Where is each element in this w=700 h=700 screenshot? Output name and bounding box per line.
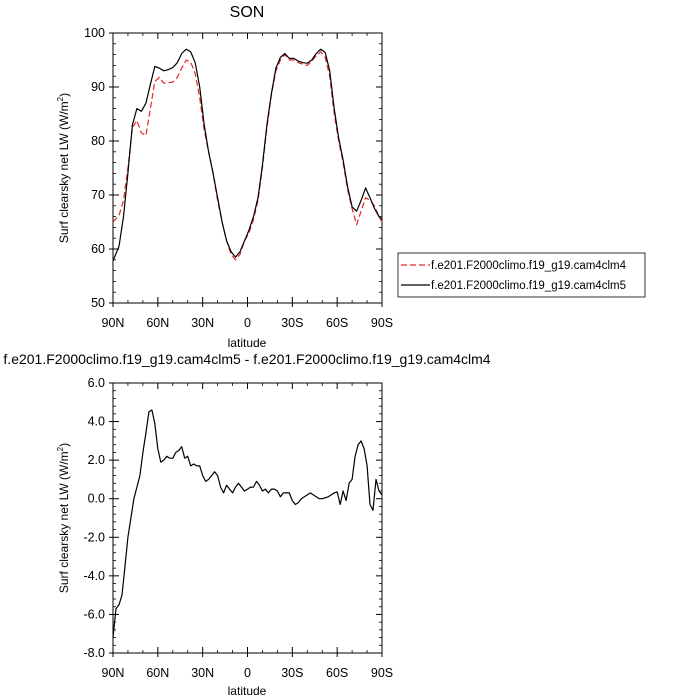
bottom-plot-frame xyxy=(112,382,383,654)
top-series-line-2 xyxy=(112,48,383,262)
top-y-tick-label: 80 xyxy=(91,134,105,148)
legend-label-series-2: f.e201.F2000climo.f19_g19.cam4clm5 xyxy=(431,280,626,292)
bottom-y-tick-label: 4.0 xyxy=(88,415,105,429)
top-y-tick-label: 90 xyxy=(91,80,105,94)
top-chart-title: SON xyxy=(230,4,265,21)
top-x-tick-label: 60S xyxy=(326,316,348,330)
top-x-tick-label: 30S xyxy=(281,316,303,330)
bottom-series-line-1 xyxy=(112,409,383,638)
top-x-tick-label: 0 xyxy=(244,316,251,330)
bottom-chart-panel: f.e201.F2000climo.f19_g19.cam4clm5 - f.e… xyxy=(3,351,490,698)
top-x-tick-label: 30N xyxy=(191,316,214,330)
top-series-lines xyxy=(112,48,383,262)
top-y-tick-label: 50 xyxy=(91,296,105,310)
bottom-x-axis-label: latitude xyxy=(228,684,267,698)
legend-box xyxy=(397,252,646,298)
bottom-y-tick-label: -8.0 xyxy=(83,646,105,660)
top-tick-labels: 90N 60N 30N 0 30S 60S 90S 50 60 70 80 90 100 xyxy=(84,26,393,330)
bottom-y-tick-label: -4.0 xyxy=(83,569,105,583)
bottom-x-tick-label: 60S xyxy=(326,666,348,680)
bottom-y-tick-label: 6.0 xyxy=(88,376,105,390)
legend-label-series-1: f.e201.F2000climo.f19_g19.cam4clm4 xyxy=(431,260,627,272)
bottom-x-tick-label: 30N xyxy=(191,666,214,680)
top-chart-panel: SON 90N 60N 30N 0 30S 60S 90S 50 60 70 80 90 100 lat… xyxy=(56,4,646,350)
bottom-y-axis-label: Surf clearsky net LW (W/m2) xyxy=(56,443,71,593)
top-series-line-1 xyxy=(112,51,383,261)
top-legend: f.e201.F2000climo.f19_g19.cam4clm4 f.e20… xyxy=(397,252,646,298)
top-axis-ticks xyxy=(109,32,383,307)
bottom-x-tick-label: 30S xyxy=(281,666,303,680)
bottom-x-tick-label: 0 xyxy=(244,666,251,680)
bottom-y-tick-label: 0.0 xyxy=(88,492,105,506)
top-x-tick-label: 90N xyxy=(102,316,125,330)
top-y-tick-label: 60 xyxy=(91,242,105,256)
bottom-x-tick-label: 60N xyxy=(146,666,169,680)
bottom-y-tick-label: -2.0 xyxy=(83,530,105,544)
bottom-x-tick-label: 90S xyxy=(371,666,393,680)
top-y-tick-label: 100 xyxy=(84,26,105,40)
top-y-axis-label: Surf clearsky net LW (W/m2) xyxy=(56,93,71,243)
bottom-series-lines xyxy=(112,409,383,638)
bottom-x-tick-label: 90N xyxy=(102,666,125,680)
bottom-chart-title: f.e201.F2000climo.f19_g19.cam4clm5 - f.e… xyxy=(3,351,490,367)
bottom-tick-labels: 90N 60N 30N 0 30S 60S 90S -8.0 -6.0 -4.0 -2.0 0.0 2.… xyxy=(83,376,393,680)
top-x-axis-label: latitude xyxy=(228,336,267,350)
bottom-y-tick-label: -6.0 xyxy=(83,607,105,621)
top-y-tick-label: 70 xyxy=(91,188,105,202)
top-x-tick-label: 60N xyxy=(146,316,169,330)
top-x-tick-label: 90S xyxy=(371,316,393,330)
bottom-axis-ticks xyxy=(109,382,383,657)
bottom-y-tick-label: 2.0 xyxy=(88,453,105,467)
